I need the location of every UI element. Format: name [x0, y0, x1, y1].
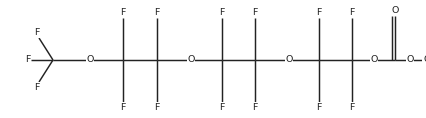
Text: F: F — [120, 103, 126, 112]
Text: CH₃: CH₃ — [423, 55, 426, 65]
Text: F: F — [252, 8, 258, 17]
Text: F: F — [317, 103, 322, 112]
Text: O: O — [406, 55, 414, 65]
Text: O: O — [370, 55, 378, 65]
Text: F: F — [349, 103, 355, 112]
Text: O: O — [187, 55, 195, 65]
Text: F: F — [252, 103, 258, 112]
Text: F: F — [35, 83, 40, 92]
Text: F: F — [154, 8, 160, 17]
Text: F: F — [349, 8, 355, 17]
Text: F: F — [120, 8, 126, 17]
Text: F: F — [317, 8, 322, 17]
Text: F: F — [219, 103, 225, 112]
Text: O: O — [86, 55, 94, 65]
Text: F: F — [154, 103, 160, 112]
Text: O: O — [285, 55, 293, 65]
Text: F: F — [219, 8, 225, 17]
Text: F: F — [25, 55, 30, 65]
Text: O: O — [391, 6, 399, 15]
Text: F: F — [35, 28, 40, 37]
